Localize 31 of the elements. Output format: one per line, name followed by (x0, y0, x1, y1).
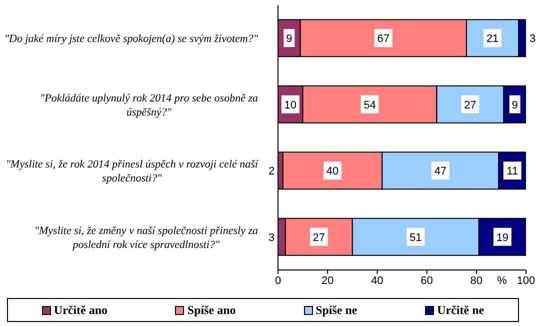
x-tick-label: 60 (420, 274, 433, 287)
y-tick-label: "Myslite si, že rok 2014 přinesl úspěch v rozvoji celé naší společnosti?" (6, 158, 259, 185)
data-label: 3 (268, 232, 275, 244)
x-axis-title: % (497, 275, 508, 287)
y-tick-label: "Myslite si, že změny v naší společnosti přinesly za poslední rok více spravedlnosti?" (34, 224, 258, 251)
data-label: 19 (496, 232, 509, 244)
legend-label: Určitě ne (436, 302, 484, 318)
data-label: 21 (486, 33, 499, 46)
data-label: 47 (434, 166, 447, 178)
legend-label: Spíše ano (186, 302, 236, 318)
data-label: 9 (286, 33, 292, 46)
data-label: 67 (377, 33, 390, 46)
legend-label: Určitě ano (52, 302, 108, 318)
data-label: 51 (410, 232, 422, 244)
x-tick-label: 20 (321, 274, 334, 287)
data-label: 11 (506, 166, 518, 178)
data-label: 54 (364, 99, 376, 112)
x-tick-label: 40 (371, 274, 384, 287)
legend-label: Spíše ne (314, 302, 358, 318)
y-tick-label: "Do jaké míry jste celkově spokojen(a) se svým životem?" (4, 33, 258, 46)
x-tick-label: 100 (516, 274, 536, 287)
data-label: 2 (268, 166, 275, 178)
y-tick-label: "Pokládáte uplynulý rok 2014 pro sebe osobně za úspěšný?" (40, 92, 258, 118)
data-label: 27 (312, 232, 326, 244)
data-label: 40 (326, 166, 339, 178)
data-label: 27 (464, 99, 476, 112)
x-tick-label: 80 (470, 274, 483, 287)
x-tick-label: 0 (274, 274, 282, 287)
data-label: 3 (529, 33, 536, 46)
data-label: 9 (512, 99, 518, 112)
data-label: 10 (284, 99, 297, 112)
